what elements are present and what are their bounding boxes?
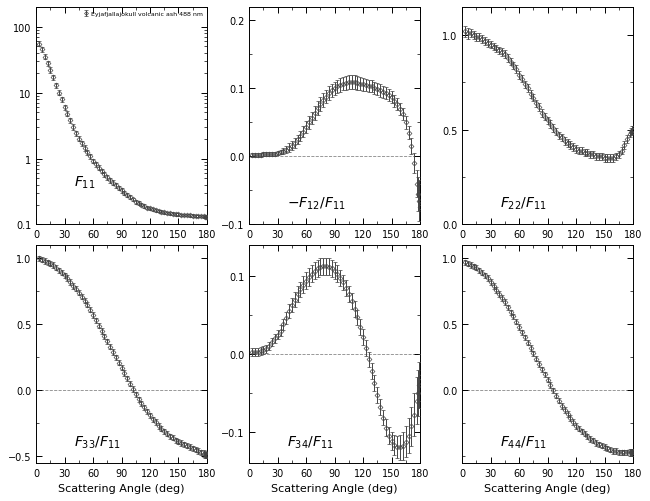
Text: $F_{44}/F_{11}$: $F_{44}/F_{11}$ [500,433,547,450]
Text: $F_{33}/F_{11}$: $F_{33}/F_{11}$ [73,433,120,450]
X-axis label: Scattering Angle (deg): Scattering Angle (deg) [271,483,398,493]
Legend: Eyjafjallajokull volcanic ash 488 nm: Eyjafjallajokull volcanic ash 488 nm [83,11,204,18]
X-axis label: Scattering Angle (deg): Scattering Angle (deg) [484,483,611,493]
X-axis label: Scattering Angle (deg): Scattering Angle (deg) [58,483,185,493]
Text: $F_{22}/F_{11}$: $F_{22}/F_{11}$ [500,196,547,212]
Text: $F_{11}$: $F_{11}$ [73,174,95,190]
Text: $-F_{12}/F_{11}$: $-F_{12}/F_{11}$ [287,196,345,212]
Text: $F_{34}/F_{11}$: $F_{34}/F_{11}$ [287,433,333,450]
